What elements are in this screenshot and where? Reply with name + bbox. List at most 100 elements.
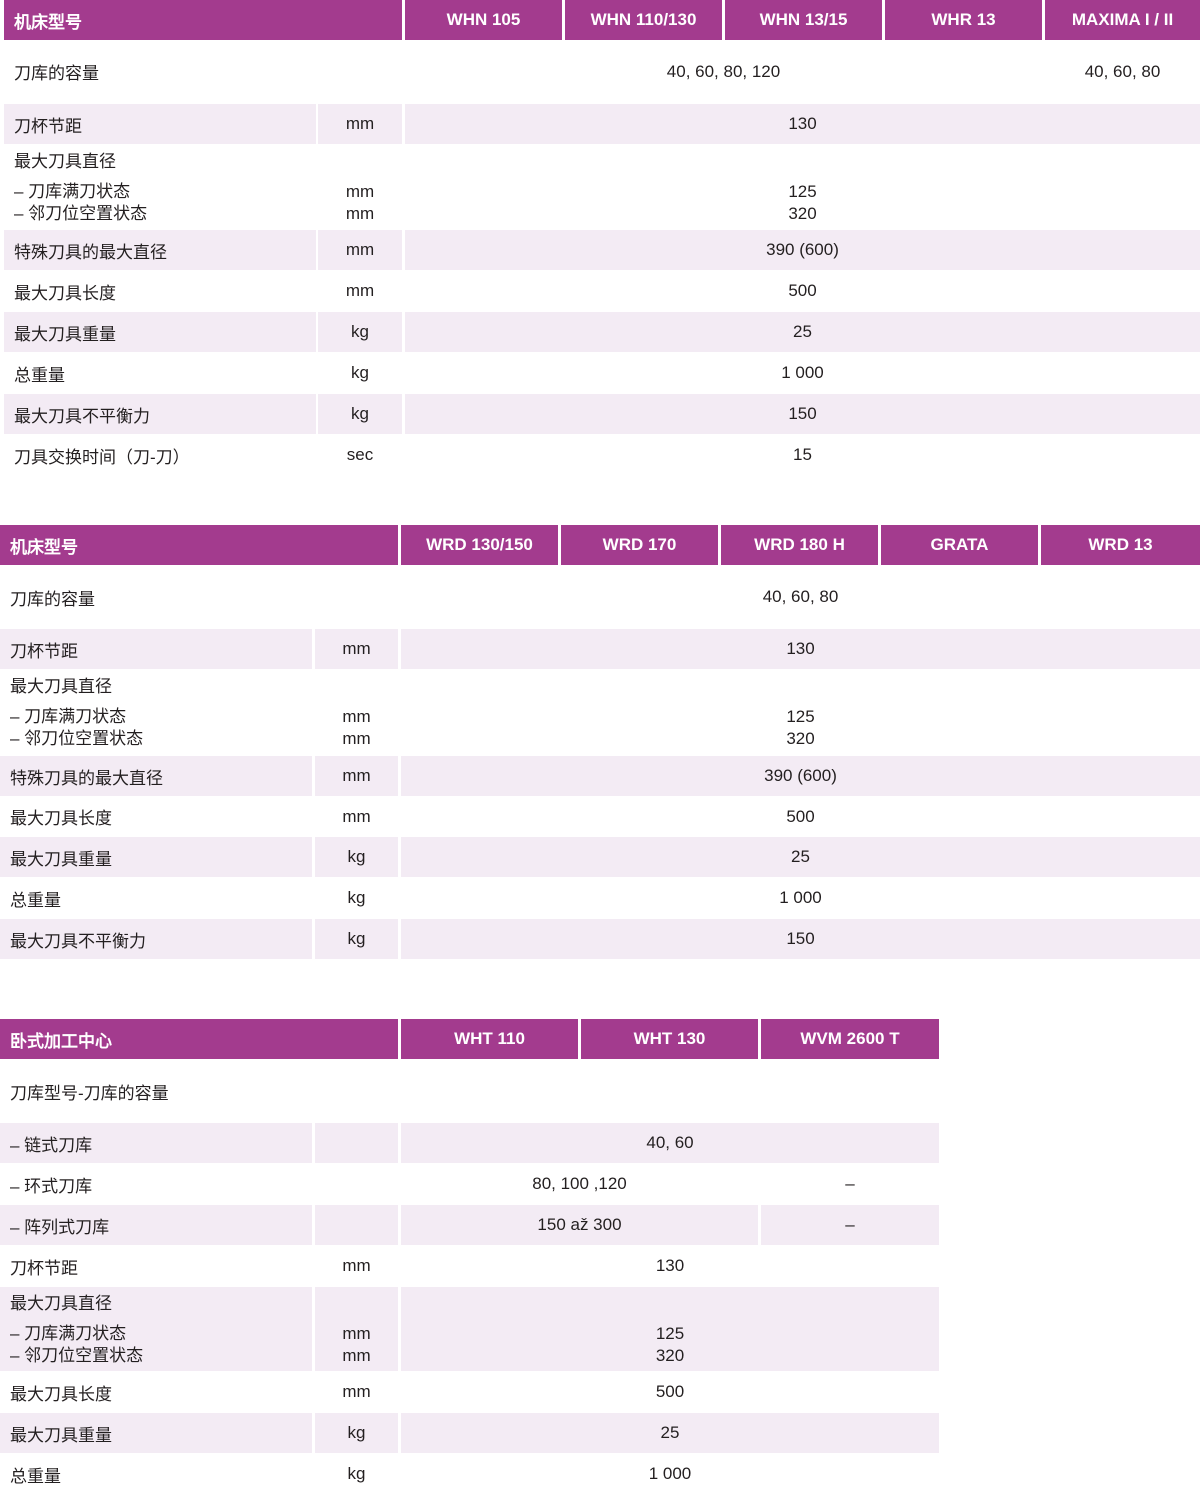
model-column-header: WHN 13/15 [725, 0, 882, 40]
row-value: – [761, 1205, 939, 1245]
row-label-title: 最大刀具直径 [14, 152, 116, 171]
row-unit-line: mm [342, 1324, 371, 1343]
row-label: 最大刀具直径 – 刀库满刀状态 – 邻刀位空置状态 [0, 1287, 312, 1371]
row-value: 1 000 [648, 1464, 692, 1483]
row-unit: kg [347, 1464, 366, 1483]
row-unit-line: mm [342, 1346, 371, 1365]
model-column-header: MAXIMA I / II [1045, 0, 1200, 40]
row-value: 500 [786, 806, 815, 826]
row-unit: mm [342, 1382, 371, 1401]
row-value: 25 [401, 837, 1200, 877]
row-value: 40, 60 [401, 1123, 939, 1163]
row-label: 最大刀具直径 – 刀库满刀状态 – 邻刀位空置状态 [0, 670, 312, 755]
row-value: 130 [405, 104, 1200, 144]
row-label: 刀杯节距 [4, 104, 316, 144]
row-label: – 阵列式刀库 [0, 1205, 312, 1245]
row-value: 125 320 [405, 145, 1200, 229]
row-value: 150 [405, 394, 1200, 434]
row-label: – 环式刀库 [10, 1176, 93, 1196]
row-label: 特殊刀具的最大直径 [4, 230, 316, 270]
row-label: 最大刀具长度 [14, 283, 116, 303]
row-value: 130 [401, 629, 1200, 669]
row-unit: kg [351, 363, 369, 382]
row-label: 最大刀具长度 [10, 809, 112, 828]
row-value: 390 (600) [405, 230, 1200, 270]
row-label: 最大刀具重量 [0, 1413, 312, 1453]
row-unit: kg [315, 837, 398, 877]
row-value: 500 [788, 281, 817, 300]
row-unit: kg [318, 394, 402, 434]
table-header-title: 卧式加工中心 [0, 1019, 398, 1059]
row-label: 刀库的容量 [14, 64, 99, 83]
row-unit: mm mm [315, 670, 398, 755]
row-unit-line: mm [345, 204, 375, 223]
row-unit-line: mm [345, 182, 375, 201]
model-column-header: WRD 130/150 [401, 525, 558, 565]
row-unit: mm [342, 1256, 371, 1275]
table-header-title: 机床型号 [4, 0, 402, 40]
row-sublabel: – 邻刀位空置状态 [10, 1346, 144, 1365]
row-unit: kg [315, 1413, 398, 1453]
row-unit: kg [315, 919, 398, 959]
row-label: 最大刀具不平衡力 [4, 394, 316, 434]
row-unit [315, 1205, 398, 1245]
row-label: 刀杯节距 [0, 629, 312, 669]
row-value: 25 [405, 312, 1200, 352]
row-unit: mm [315, 756, 398, 796]
row-value: 1 000 [781, 363, 824, 382]
row-value: 130 [655, 1256, 685, 1275]
row-label: 最大刀具直径 – 刀库满刀状态 – 邻刀位空置状态 [4, 145, 316, 229]
row-unit: mm mm [315, 1287, 398, 1371]
row-value: 125 320 [401, 1287, 939, 1371]
row-sublabel: – 刀库满刀状态 [14, 182, 131, 201]
table-header-title: 机床型号 [0, 525, 398, 565]
model-column-header: WRD 13 [1041, 525, 1200, 565]
row-label: 刀具交换时间（刀-刀） [14, 447, 190, 467]
row-value-line: 125 [788, 182, 817, 201]
row-label: 总重量 [10, 1466, 61, 1486]
row-unit: mm [342, 806, 371, 826]
row-value: 15 [793, 445, 812, 464]
model-column-header: WVM 2600 T [761, 1019, 939, 1059]
row-label: 总重量 [14, 365, 65, 385]
row-label: 总重量 [10, 890, 61, 910]
row-value: 80, 100 ,120 [532, 1174, 627, 1193]
row-unit-line: mm [342, 707, 371, 726]
row-label: 刀库的容量 [10, 589, 95, 609]
row-value: 40, 60, 80, 120 [666, 61, 781, 81]
row-value: 150 [401, 919, 1200, 959]
row-sublabel: – 刀库满刀状态 [10, 1324, 127, 1343]
row-value-line: 320 [655, 1346, 685, 1365]
row-value: 1 000 [779, 888, 822, 907]
row-sublabel: – 邻刀位空置状态 [10, 729, 144, 748]
row-value: 25 [401, 1413, 939, 1453]
row-value: 150 až 300 [401, 1205, 758, 1245]
row-unit [315, 1164, 398, 1204]
row-unit: mm mm [318, 145, 402, 229]
model-column-header: WRD 180 H [721, 525, 878, 565]
row-label: 最大刀具不平衡力 [0, 919, 312, 959]
row-value: 125 320 [401, 670, 1200, 755]
model-column-header: WHR 13 [885, 0, 1042, 40]
row-value: 40, 60, 80 [1084, 61, 1161, 81]
model-column-header: WHT 130 [581, 1019, 758, 1059]
row-unit: mm [345, 281, 375, 300]
row-label: 刀库型号-刀库的容量 [10, 1083, 169, 1103]
row-value: 40, 60, 80 [762, 587, 839, 606]
model-column-header: WHN 105 [405, 0, 562, 40]
row-label: 最大刀具重量 [4, 312, 316, 352]
row-unit: kg [347, 888, 366, 907]
row-value-line: 320 [788, 204, 817, 223]
row-sublabel: – 刀库满刀状态 [10, 707, 127, 726]
row-label: 刀杯节距 [10, 1258, 78, 1278]
row-label: 最大刀具长度 [10, 1384, 112, 1404]
row-value-line: 125 [786, 707, 815, 726]
row-sublabel: – 邻刀位空置状态 [14, 204, 148, 223]
row-value: 500 [655, 1382, 685, 1401]
row-value: – [845, 1174, 855, 1193]
row-label: – 链式刀库 [0, 1123, 312, 1163]
row-unit [315, 1123, 398, 1163]
row-label: 特殊刀具的最大直径 [0, 756, 312, 796]
row-value: 390 (600) [401, 756, 1200, 796]
row-label: 最大刀具重量 [0, 837, 312, 877]
